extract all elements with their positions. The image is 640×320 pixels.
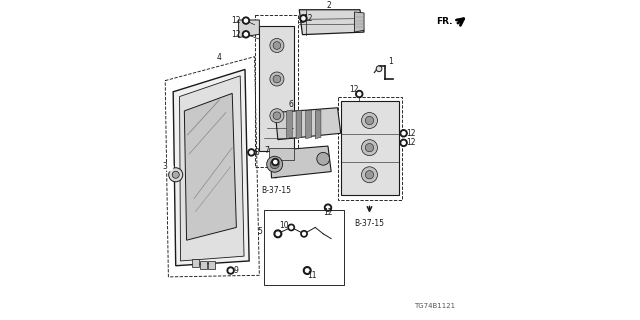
Circle shape	[356, 91, 363, 98]
Circle shape	[165, 163, 173, 171]
Text: B-37-15: B-37-15	[261, 186, 291, 195]
Text: 12: 12	[406, 129, 416, 138]
Circle shape	[362, 140, 378, 156]
Circle shape	[274, 160, 277, 164]
Circle shape	[172, 171, 179, 178]
Text: 12: 12	[406, 138, 416, 147]
Text: 11: 11	[307, 271, 317, 280]
Text: FR.: FR.	[436, 17, 452, 26]
Polygon shape	[275, 108, 340, 140]
Polygon shape	[296, 110, 302, 139]
Text: 3: 3	[163, 162, 167, 171]
Text: 5: 5	[257, 227, 262, 236]
Text: 12: 12	[323, 208, 333, 217]
Circle shape	[273, 42, 281, 49]
Circle shape	[326, 206, 330, 209]
Circle shape	[365, 116, 374, 125]
Text: 9: 9	[234, 266, 239, 275]
Circle shape	[270, 38, 284, 52]
Circle shape	[273, 75, 281, 83]
Polygon shape	[239, 20, 259, 37]
Circle shape	[365, 143, 374, 152]
Circle shape	[305, 269, 309, 272]
Circle shape	[243, 17, 250, 24]
Circle shape	[288, 224, 294, 231]
Circle shape	[317, 152, 330, 165]
Circle shape	[376, 66, 382, 72]
Polygon shape	[259, 26, 294, 151]
Text: 1: 1	[388, 57, 392, 66]
Text: 10: 10	[279, 221, 289, 230]
Circle shape	[303, 267, 311, 274]
Polygon shape	[180, 76, 244, 261]
Circle shape	[301, 231, 307, 237]
Circle shape	[250, 151, 253, 154]
Polygon shape	[193, 259, 198, 267]
Circle shape	[244, 19, 248, 22]
Polygon shape	[271, 146, 331, 178]
Circle shape	[270, 109, 284, 123]
Circle shape	[400, 130, 407, 137]
Text: TG74B1121: TG74B1121	[414, 303, 456, 308]
Circle shape	[362, 113, 378, 129]
Polygon shape	[300, 10, 364, 35]
Text: 12: 12	[349, 85, 358, 94]
Text: 7: 7	[264, 146, 269, 155]
Polygon shape	[269, 148, 294, 160]
Circle shape	[227, 267, 234, 274]
Circle shape	[270, 72, 284, 86]
Circle shape	[272, 158, 279, 165]
Circle shape	[244, 33, 248, 36]
Circle shape	[365, 171, 374, 179]
Circle shape	[243, 31, 250, 38]
Circle shape	[229, 269, 232, 272]
Polygon shape	[200, 261, 207, 269]
Circle shape	[276, 232, 280, 236]
Text: 12: 12	[232, 16, 241, 25]
Polygon shape	[287, 110, 292, 139]
Polygon shape	[316, 110, 321, 139]
Circle shape	[402, 132, 405, 135]
Circle shape	[290, 226, 292, 229]
Polygon shape	[355, 12, 364, 32]
Circle shape	[400, 139, 407, 146]
Text: B-37-15: B-37-15	[355, 219, 385, 228]
Circle shape	[358, 92, 361, 96]
Circle shape	[273, 112, 281, 120]
Text: 2: 2	[326, 1, 331, 10]
Text: 4: 4	[217, 53, 222, 62]
Circle shape	[300, 15, 307, 22]
Circle shape	[324, 204, 332, 211]
Circle shape	[274, 230, 282, 238]
Circle shape	[248, 149, 255, 156]
Text: 6: 6	[289, 100, 294, 109]
Text: 8: 8	[255, 148, 259, 157]
Circle shape	[169, 168, 183, 182]
Text: 12: 12	[232, 30, 241, 39]
Circle shape	[362, 167, 378, 183]
Polygon shape	[340, 101, 399, 195]
Circle shape	[267, 156, 283, 172]
Polygon shape	[208, 261, 214, 269]
Circle shape	[303, 232, 305, 235]
Text: 12: 12	[303, 14, 312, 23]
Polygon shape	[173, 69, 249, 266]
Circle shape	[270, 160, 279, 169]
Circle shape	[302, 17, 305, 20]
Polygon shape	[306, 110, 312, 139]
Circle shape	[402, 141, 405, 144]
Polygon shape	[184, 93, 236, 240]
